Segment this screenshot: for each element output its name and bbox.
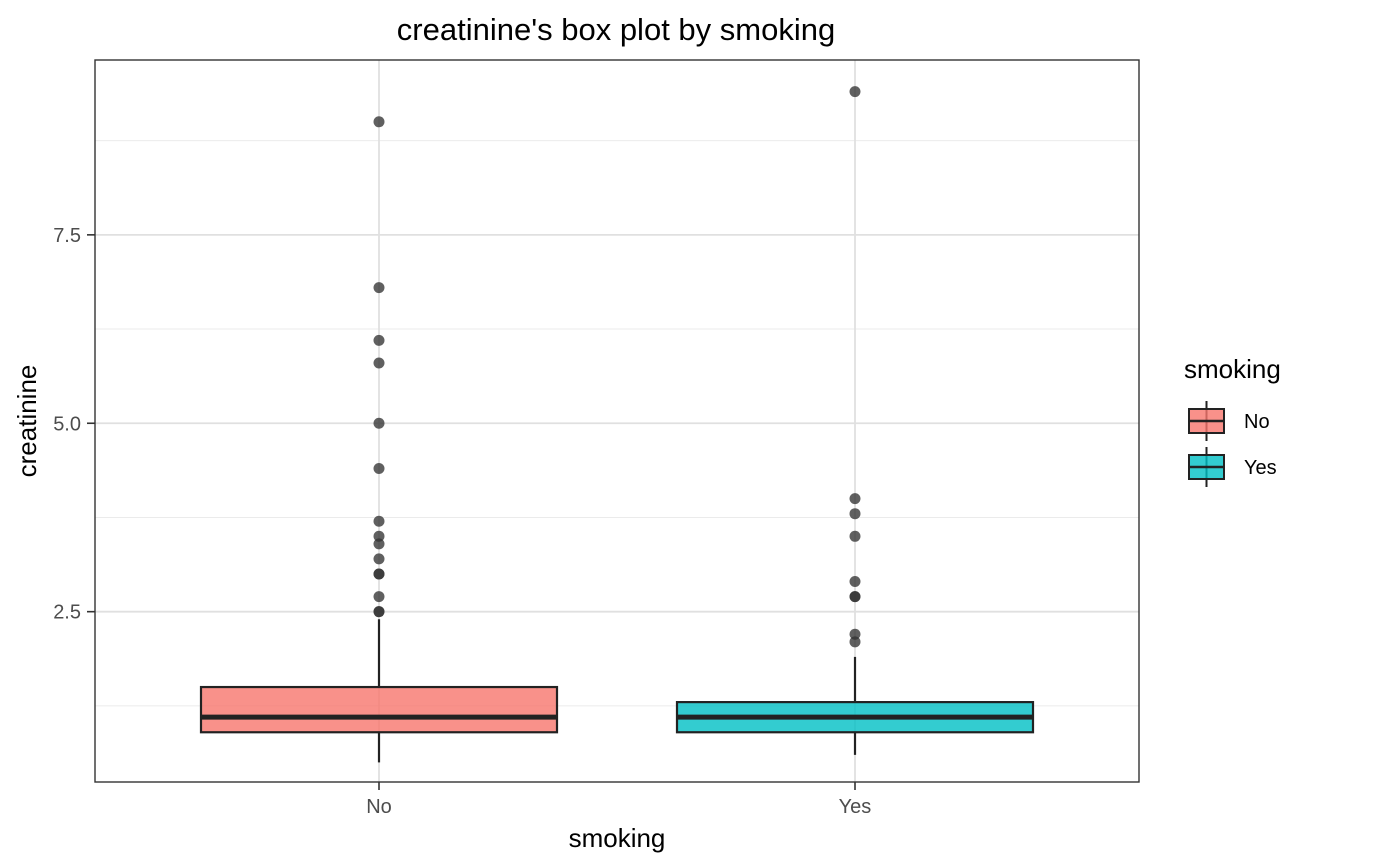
grid-lines: [95, 60, 1139, 782]
box-no: [199, 685, 559, 734]
x-tick-label: No: [366, 796, 392, 818]
x-axis: No Yes: [366, 782, 871, 818]
outlier-point: [373, 606, 385, 618]
outlier-point: [849, 591, 861, 603]
outlier-point: [373, 282, 385, 294]
outlier-point: [373, 568, 385, 580]
outliers-layer: [373, 86, 861, 648]
y-tick-label: 5.0: [53, 413, 81, 435]
plot-panel: [95, 60, 1139, 782]
y-axis: 2.5 5.0 7.5: [53, 225, 95, 624]
outlier-point: [373, 462, 385, 474]
outlier-point: [849, 576, 861, 588]
outlier-point: [373, 357, 385, 369]
outlier-point: [373, 530, 385, 542]
outlier-point: [849, 508, 861, 520]
y-axis-title: creatinine: [12, 365, 42, 478]
plot-border: [94, 59, 1140, 783]
outlier-point: [373, 538, 385, 550]
legend: smoking No Yes: [1184, 354, 1281, 487]
outlier-point: [373, 553, 385, 565]
chart-title: creatinine's box plot by smoking: [397, 12, 835, 47]
x-tick-label: Yes: [839, 796, 872, 818]
y-tick-label: 2.5: [53, 602, 81, 624]
outlier-point: [373, 334, 385, 346]
outlier-point: [849, 86, 861, 98]
outlier-point: [373, 591, 385, 603]
outlier-point: [373, 116, 385, 128]
outlier-point: [373, 515, 385, 527]
outlier-point: [849, 628, 861, 640]
x-axis-title: smoking: [569, 823, 666, 853]
outlier-point: [849, 636, 861, 648]
y-tick-label: 7.5: [53, 225, 81, 247]
legend-title: smoking: [1184, 354, 1281, 384]
legend-label: Yes: [1244, 457, 1277, 479]
boxes-layer: [199, 619, 1035, 763]
outlier-point: [849, 530, 861, 542]
outlier-point: [849, 493, 861, 505]
legend-label: No: [1244, 411, 1270, 433]
outlier-point: [373, 417, 385, 429]
